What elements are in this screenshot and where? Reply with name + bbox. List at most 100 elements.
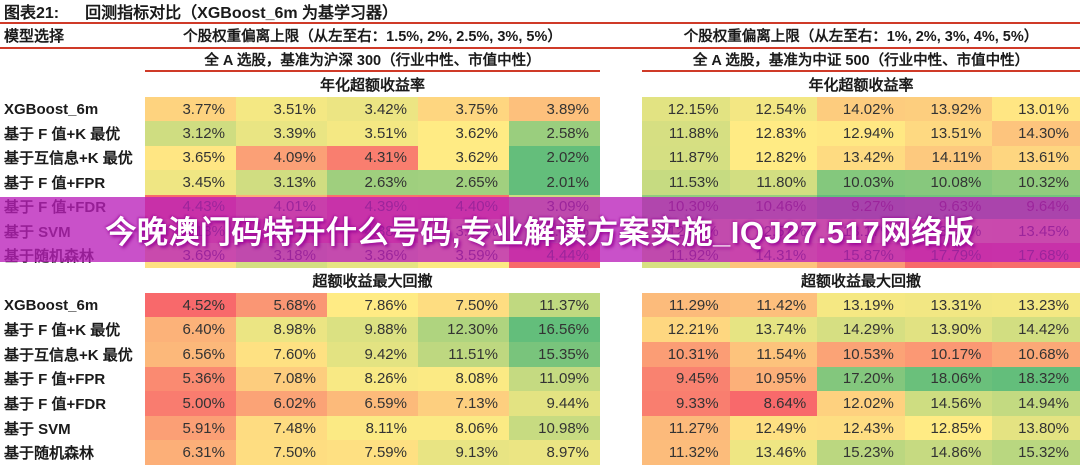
heatmap-cell: 18.06% bbox=[904, 366, 993, 392]
heatmap-cell: 9.42% bbox=[327, 341, 418, 367]
heatmap-cell: 8.06% bbox=[418, 415, 509, 441]
exhibit-number: 图表21: bbox=[4, 5, 60, 22]
heatmap-cell: 11.29% bbox=[642, 292, 730, 318]
heatmap-cell: 12.49% bbox=[729, 415, 818, 441]
heatmap-cell: 3.62% bbox=[418, 145, 509, 171]
panel-gap bbox=[600, 416, 642, 441]
heatmap-cell: 13.23% bbox=[992, 292, 1080, 318]
exhibit-title: 回测指标对比（XGBoost_6m 为基学习器） bbox=[85, 5, 399, 22]
heatmap-cell: 7.13% bbox=[418, 391, 509, 416]
heatmap-cell: 2.01% bbox=[509, 170, 600, 195]
heatmap-cell: 14.30% bbox=[992, 121, 1080, 146]
panel-gap bbox=[600, 170, 642, 194]
heatmap-cell: 15.23% bbox=[817, 440, 905, 465]
panel-gap bbox=[600, 97, 642, 121]
right-section-title-drawdown: 超额收益最大回撤 bbox=[800, 272, 921, 290]
heatmap-cell: 7.86% bbox=[327, 292, 418, 318]
row-label: XGBoost_6m bbox=[4, 296, 99, 314]
heatmap-cell: 13.51% bbox=[904, 121, 993, 146]
panel-gap bbox=[600, 342, 642, 367]
heatmap-cell: 12.30% bbox=[418, 317, 509, 342]
watermark-banner: 今晚澳门码特开什么号码,专业解读方案实施_IQJ27.517网络版 bbox=[0, 197, 1080, 262]
heatmap-cell: 16.56% bbox=[509, 317, 600, 342]
left-section-title-return: 年化超额收益率 bbox=[319, 77, 425, 94]
heatmap-cell: 9.13% bbox=[418, 440, 509, 465]
heatmap-cell: 11.51% bbox=[418, 341, 509, 367]
heatmap-cell: 6.56% bbox=[145, 341, 236, 367]
heatmap-cell: 3.42% bbox=[327, 97, 418, 122]
heatmap-cell: 17.20% bbox=[817, 366, 905, 392]
row-label: 基于 F 值+FDR bbox=[4, 395, 107, 413]
row-label: 基于 F 值+K 最优 bbox=[4, 322, 121, 340]
heatmap-cell: 13.31% bbox=[904, 292, 993, 318]
heatmap-cell: 8.98% bbox=[236, 317, 327, 342]
heatmap-cell: 3.13% bbox=[236, 170, 327, 195]
heatmap-cell: 8.08% bbox=[418, 366, 509, 392]
drawdown-metric-rows: XGBoost_6m 4.52% 5.68% 7.86% 7.50% 11.37% 11.2… bbox=[0, 292, 1080, 465]
heatmap-cell: 6.31% bbox=[145, 440, 236, 465]
table-row: 基于 F 值+FDR 5.00% 6.02% 6.59% 7.13% 9.44% 9.33%… bbox=[0, 391, 1080, 416]
heatmap-cell: 7.60% bbox=[236, 341, 327, 367]
heatmap-cell: 12.02% bbox=[817, 391, 905, 416]
heatmap-cell: 9.88% bbox=[327, 317, 418, 342]
exhibit-title-row: 图表21: 回测指标对比（XGBoost_6m 为基学习器） bbox=[0, 0, 1080, 24]
panel-gap bbox=[600, 24, 642, 47]
heatmap-cell: 13.46% bbox=[729, 440, 818, 465]
heatmap-cell: 11.09% bbox=[509, 366, 600, 392]
panel-gap bbox=[600, 268, 642, 293]
table-row: XGBoost_6m 4.52% 5.68% 7.86% 7.50% 11.37% 11.2… bbox=[0, 292, 1080, 318]
heatmap-cell: 11.27% bbox=[642, 415, 730, 441]
heatmap-cell: 6.40% bbox=[145, 317, 236, 342]
heatmap-cell: 7.59% bbox=[327, 440, 418, 465]
heatmap-cell: 7.50% bbox=[236, 440, 327, 465]
table-row: 基于 F 值+K 最优 6.40% 8.98% 9.88% 12.30% 16.56% 12… bbox=[0, 317, 1080, 342]
left-section-title-drawdown: 超额收益最大回撤 bbox=[312, 272, 433, 290]
heatmap-cell: 12.83% bbox=[729, 121, 818, 146]
heatmap-cell: 15.32% bbox=[992, 440, 1080, 465]
heatmap-cell: 5.91% bbox=[145, 415, 236, 441]
table-row: 基于 F 值+FPR 5.36% 7.08% 8.26% 8.08% 11.09% 9.45… bbox=[0, 366, 1080, 392]
panel-gap bbox=[600, 49, 642, 72]
panel-gap bbox=[600, 146, 642, 170]
heatmap-cell: 7.48% bbox=[236, 415, 327, 441]
heatmap-cell: 9.33% bbox=[642, 391, 730, 416]
heatmap-cell: 8.64% bbox=[729, 391, 818, 416]
table-row: 基于随机森林 6.31% 7.50% 7.59% 9.13% 8.97% 11.32% 13.… bbox=[0, 440, 1080, 465]
heatmap-cell: 6.59% bbox=[327, 391, 418, 416]
table-row: 基于互信息+K 最优 3.65% 4.09% 4.31% 3.62% 2.02% 11.87… bbox=[0, 145, 1080, 171]
heatmap-cell: 14.42% bbox=[992, 317, 1080, 342]
table-row: XGBoost_6m 3.77% 3.51% 3.42% 3.75% 3.89% 12.15… bbox=[0, 97, 1080, 122]
row-label: 基于互信息+K 最优 bbox=[4, 346, 133, 364]
heatmap-cell: 8.26% bbox=[327, 366, 418, 392]
heatmap-cell: 11.53% bbox=[642, 170, 730, 195]
right-weight-limit-header: 个股权重偏离上限（从左至右：1%, 2%, 3%, 4%, 5%） bbox=[683, 29, 1039, 45]
heatmap-cell: 4.52% bbox=[145, 292, 236, 318]
right-section-title-return: 年化超额收益率 bbox=[808, 77, 914, 94]
heatmap-cell: 12.54% bbox=[729, 97, 818, 122]
heatmap-cell: 3.51% bbox=[327, 121, 418, 146]
heatmap-cell: 14.29% bbox=[817, 317, 905, 342]
heatmap-cell: 3.62% bbox=[418, 121, 509, 146]
heatmap-cell: 14.02% bbox=[817, 97, 905, 122]
heatmap-cell: 2.02% bbox=[509, 145, 600, 171]
heatmap-cell: 11.80% bbox=[729, 170, 818, 195]
heatmap-cell: 18.32% bbox=[992, 366, 1080, 392]
model-select-header: 模型选择 bbox=[4, 28, 65, 45]
heatmap-cell: 14.86% bbox=[904, 440, 993, 465]
weight-limit-header-row: 模型选择 个股权重偏离上限（从左至右：1.5%, 2%, 2.5%, 3%, 5… bbox=[0, 24, 1080, 49]
panel-gap bbox=[600, 72, 642, 97]
heatmap-cell: 3.89% bbox=[509, 97, 600, 122]
heatmap-cell: 3.45% bbox=[145, 170, 236, 195]
heatmap-cell: 7.50% bbox=[418, 292, 509, 318]
heatmap-cell: 3.12% bbox=[145, 121, 236, 146]
heatmap-cell: 14.56% bbox=[904, 391, 993, 416]
heatmap-cell: 2.58% bbox=[509, 121, 600, 146]
section-title-spacer bbox=[0, 268, 145, 293]
section-title-row-return: 年化超额收益率 年化超额收益率 bbox=[0, 72, 1080, 97]
heatmap-cell: 4.31% bbox=[327, 145, 418, 171]
heatmap-cell: 12.82% bbox=[729, 145, 818, 171]
row-label: 基于互信息+K 最优 bbox=[4, 150, 133, 168]
right-benchmark-header: 全 A 选股，基准为中证 500（行业中性、市值中性） bbox=[642, 49, 1080, 72]
section-title-spacer bbox=[0, 72, 145, 97]
